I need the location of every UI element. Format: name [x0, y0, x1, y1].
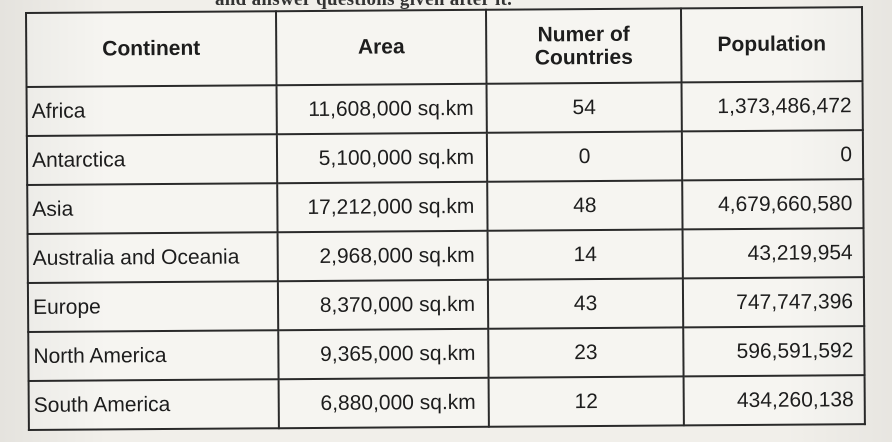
cell-countries: 0: [486, 131, 683, 182]
cell-area: 9,365,000 sq.km: [278, 328, 489, 380]
header-text-fragment: and answer questions given after it.: [215, 0, 615, 11]
cell-continent: Europe: [27, 281, 279, 332]
cell-countries: 12: [488, 376, 684, 427]
cell-population: 434,260,138: [683, 375, 865, 426]
cell-population: 4,679,660,580: [682, 179, 864, 230]
table-row: Europe 8,370,000 sq.km 43 747,747,396: [27, 277, 865, 332]
cell-population: 596,591,592: [683, 326, 865, 377]
cell-area: 11,608,000 sq.km: [276, 83, 487, 135]
header-area: Area: [276, 9, 487, 86]
cell-population: 747,747,396: [682, 277, 865, 328]
cell-continent: Africa: [26, 85, 277, 136]
table-row: North America 9,365,000 sq.km 23 596,591…: [28, 326, 865, 381]
table-header-row: Continent Area Numer of Countries Popula…: [26, 7, 863, 87]
cell-population: 43,219,954: [682, 228, 864, 279]
cell-population: 1,373,486,472: [681, 81, 863, 132]
continent-table-container: Continent Area Numer of Countries Popula…: [25, 6, 866, 431]
header-population: Population: [680, 7, 863, 83]
cell-area: 6,880,000 sq.km: [278, 377, 489, 429]
cell-population: 0: [681, 130, 864, 181]
cell-area: 17,212,000 sq.km: [277, 181, 488, 233]
header-continent: Continent: [26, 11, 277, 87]
cell-countries: 54: [486, 82, 682, 133]
cell-continent: Australia and Oceania: [27, 232, 278, 283]
table-row: South America 6,880,000 sq.km 12 434,260…: [28, 375, 865, 430]
table-row: Africa 11,608,000 sq.km 54 1,373,486,472: [26, 81, 863, 136]
cell-continent: Asia: [27, 183, 278, 234]
cell-area: 8,370,000 sq.km: [277, 279, 489, 331]
cell-area: 2,968,000 sq.km: [277, 230, 488, 282]
cell-continent: North America: [28, 330, 279, 381]
continent-data-table: Continent Area Numer of Countries Popula…: [25, 6, 866, 431]
cell-continent: Antarctica: [26, 134, 278, 185]
table-row: Asia 17,212,000 sq.km 48 4,679,660,580: [27, 179, 864, 234]
header-number-of-countries: Numer of Countries: [485, 8, 682, 84]
cell-countries: 23: [488, 327, 684, 378]
cell-area: 5,100,000 sq.km: [276, 132, 488, 184]
cell-countries: 14: [487, 229, 683, 280]
cell-countries: 48: [487, 180, 683, 231]
table-row: Australia and Oceania 2,968,000 sq.km 14…: [27, 228, 864, 283]
table-row: Antarctica 5,100,000 sq.km 0 0: [26, 130, 864, 185]
cell-countries: 43: [487, 278, 684, 329]
cell-continent: South America: [28, 379, 279, 430]
